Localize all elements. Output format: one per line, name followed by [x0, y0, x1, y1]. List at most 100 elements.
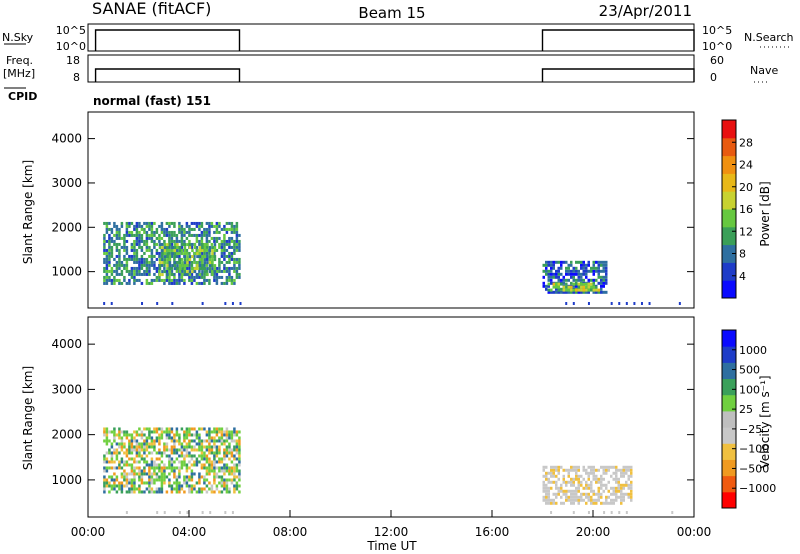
heat-cell — [215, 272, 219, 276]
heat-cell — [582, 260, 585, 264]
heat-cell — [135, 260, 139, 264]
heat-cell — [105, 433, 109, 437]
heat-cell — [188, 251, 191, 255]
heat-cell — [133, 272, 136, 276]
heat-cell — [200, 224, 204, 228]
heat-cell — [203, 466, 206, 470]
heat-cell — [165, 466, 169, 470]
heat-cell — [161, 249, 164, 253]
heat-cell — [615, 477, 618, 481]
heat-cell — [220, 430, 224, 434]
heat-cell — [173, 281, 176, 285]
heat-cell — [617, 489, 620, 493]
heat-cell — [173, 272, 176, 276]
heat-cell — [555, 290, 558, 294]
heat-cell — [130, 242, 134, 246]
heat-cell — [193, 227, 196, 231]
heat-cell — [155, 490, 159, 494]
heat-cell — [150, 463, 154, 467]
heat-cell — [148, 472, 151, 476]
heat-cell — [178, 472, 181, 476]
heat-cell — [160, 460, 164, 464]
xtick-label-1: 04:00 — [172, 525, 207, 539]
heat-cell — [160, 475, 164, 479]
heat-cell — [155, 436, 159, 440]
heat-cell — [198, 255, 202, 259]
heat-cell — [188, 442, 191, 446]
heat-cell — [600, 486, 603, 490]
heat-cell — [138, 266, 141, 270]
heat-cell — [168, 267, 172, 271]
heat-cell — [230, 448, 234, 452]
heat-cell — [575, 282, 578, 286]
heat-cell — [587, 492, 590, 496]
heat-cell — [118, 487, 121, 491]
heat-cell — [230, 439, 234, 443]
heat-cell — [223, 463, 226, 467]
heat-cell — [110, 272, 114, 276]
heat-cell — [597, 263, 600, 267]
heat-cell — [133, 490, 136, 494]
heat-cell — [158, 457, 161, 461]
heat-cell — [113, 451, 116, 455]
heat-cell — [108, 475, 111, 479]
heat-cell — [113, 430, 116, 434]
heat-cell — [218, 490, 221, 494]
heat-cell — [208, 463, 211, 467]
heat-cell — [230, 266, 234, 270]
heat-cell — [153, 445, 156, 449]
heat-cell — [235, 475, 239, 479]
heat-cell — [153, 469, 156, 473]
heat-cell — [233, 475, 236, 479]
heat-cell — [572, 272, 575, 276]
heat-cell — [605, 269, 608, 273]
heat-cell — [592, 263, 595, 267]
heat-cell — [215, 230, 219, 234]
heat-cell — [176, 252, 179, 256]
xtick-label-3: 12:00 — [374, 525, 409, 539]
heat-cell — [185, 469, 189, 473]
heat-cell — [200, 233, 204, 237]
heat-cell — [135, 445, 139, 449]
heat-cell — [205, 233, 209, 237]
heat-cell — [115, 451, 119, 455]
heat-cell — [165, 430, 169, 434]
heat-cell — [183, 281, 186, 285]
heat-cell — [602, 465, 605, 469]
heat-cell — [163, 252, 167, 256]
heat-cell — [150, 490, 154, 494]
heat-cell — [555, 468, 558, 472]
heat-cell — [163, 263, 166, 267]
heat-cell — [150, 445, 154, 449]
heat-cell — [590, 489, 593, 493]
heat-cell — [190, 260, 194, 264]
heat-cell — [610, 474, 613, 478]
heat-cell — [185, 221, 189, 225]
heat-cell — [163, 281, 166, 285]
heat-cell — [575, 278, 578, 282]
heat-cell — [158, 264, 162, 268]
heat-cell — [153, 460, 156, 464]
heat-cell — [235, 248, 239, 252]
heat-cell — [105, 257, 109, 261]
heat-cell — [170, 463, 174, 467]
heat-cell — [545, 477, 548, 481]
heat-cell — [218, 439, 221, 443]
heat-cell — [190, 233, 194, 237]
heat-cell — [562, 492, 565, 496]
heat-cell — [678, 302, 681, 305]
heat-cell — [113, 239, 116, 243]
heat-cell — [133, 436, 136, 440]
heat-cell — [205, 439, 209, 443]
heat-cell — [625, 511, 628, 514]
heat-cell — [213, 481, 216, 485]
heat-cell — [130, 257, 134, 261]
heat-cell — [135, 433, 139, 437]
heat-cell — [582, 278, 585, 282]
heat-cell — [233, 478, 236, 482]
heat-cell — [210, 466, 214, 470]
heat-cell — [572, 275, 575, 279]
heat-cell — [110, 251, 114, 255]
heat-cell — [170, 436, 174, 440]
heat-cell — [208, 466, 211, 470]
